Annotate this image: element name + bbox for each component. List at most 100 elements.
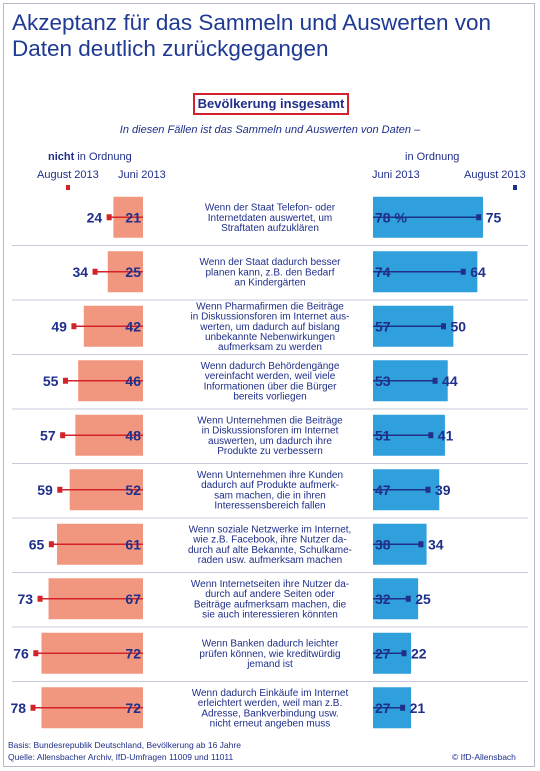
label-not-ok-august: 59 [37,482,53,498]
label-ok-august: 75 [486,209,502,225]
category-label: wie z.B. Facebook, ihre Nutzer da- [192,535,346,546]
category-label: Straftaten aufzuklären [221,223,319,234]
marker-ok-august [476,214,482,221]
category-label: durch auf andere Seiten oder [205,589,335,600]
label-ok-august: 34 [428,536,444,552]
marker-ok-august [418,541,424,548]
marker-not-ok-august [106,214,112,221]
header-not-ok-rest: in Ordnung [74,151,132,163]
label-not-ok-juni: 67 [125,591,141,607]
marker-ok-august [405,595,411,602]
label-not-ok-august: 73 [17,591,33,607]
category-label: Wenn Unternehmen die Beiträge [197,415,343,426]
subtitle-box: Bevölkerung insgesamt [193,93,349,115]
label-ok-juni: 53 [375,373,391,389]
footer-source: Quelle: Allensbacher Archiv, IfD-Umfrage… [8,752,234,762]
label-not-ok-juni: 21 [125,209,141,225]
category-label: auswerten, um dadurch ihre [208,436,332,447]
marker-not-ok-august [62,377,68,384]
legend-left-juni: Juni 2013 [118,169,166,181]
category-label: Wenn Internetseiten ihre Nutzer da- [191,579,349,590]
category-label: Produkte zu verbessern [217,446,323,457]
category-label: Beiträge aufmerksam machen, die [194,599,347,610]
label-not-ok-juni: 52 [125,482,141,498]
marker-not-ok-august [92,268,98,275]
header-not-ok: nicht in Ordnung [48,151,132,163]
label-not-ok-juni: 72 [125,645,141,661]
category-label: durch auf alte Bekannte, Schulkame- [188,545,352,556]
category-label: unbekannte Nebenwirkungen [205,332,335,343]
label-not-ok-august: 57 [40,427,56,443]
category-label: Wenn Unternehmen ihre Kunden [197,470,343,481]
category-label: aufmerksam zu werden [218,342,322,353]
category-label: Informationen über die Bürger [204,381,338,392]
label-not-ok-august: 76 [13,645,29,661]
marker-not-ok-august [30,704,36,711]
label-not-ok-juni: 42 [125,318,141,334]
marker-not-ok-august [48,541,54,548]
category-label: Adresse, Bankverbindung usw. [201,708,338,719]
label-ok-august: 50 [451,318,467,334]
category-label: an Kindergärten [234,277,305,288]
marker-not-ok-august [71,323,77,330]
label-ok-august: 44 [442,373,458,389]
legend-red-marker [66,185,70,190]
category-label: nicht erneut angeben muss [210,719,331,730]
label-not-ok-august: 24 [87,209,103,225]
marker-ok-august [460,268,466,275]
category-label: Wenn Banken dadurch leichter [202,639,339,650]
label-ok-juni: 47 [375,482,391,498]
legend-right-juni: Juni 2013 [372,169,420,181]
legend-left-august: August 2013 [37,169,99,181]
category-label: Wenn der Staat dadurch besser [199,257,341,268]
category-label: Wenn soziale Netzwerke im Internet, [189,524,352,535]
marker-not-ok-august [60,432,66,439]
category-label: vereinfacht werden, weil viele [205,371,336,382]
category-label: sie auch interessieren könnten [202,610,338,621]
label-not-ok-august: 65 [29,536,45,552]
category-label: prüfen können, wie kreditwürdig [199,649,340,660]
category-label: Interessensbereich fallen [214,501,325,512]
label-not-ok-juni: 46 [125,373,141,389]
label-ok-juni: 38 [375,536,391,552]
footer-basis: Basis: Bundesrepublik Deutschland, Bevöl… [8,740,241,750]
label-ok-august: 39 [435,482,451,498]
chart-title: Akzeptanz für das Sammeln und Auswerten … [12,10,492,61]
category-label: dadurch auf Produkte aufmerk- [201,480,339,491]
marker-ok-august [441,323,446,330]
header-not-ok-bold: nicht [48,151,75,163]
label-not-ok-juni: 48 [125,427,141,443]
marker-ok-august [425,486,431,493]
label-ok-august: 22 [411,645,427,661]
category-label: Internetdaten auswertet, um [208,213,333,224]
label-ok-august: 64 [470,264,486,280]
category-label: bereits vorliegen [233,392,306,403]
marker-ok-august [401,650,407,657]
label-ok-juni: 32 [375,591,391,607]
chart-frame [3,3,535,767]
label-ok-juni: 27 [375,645,391,661]
marker-not-ok-august [37,595,43,602]
legend-blue-marker [513,185,517,190]
label-ok-august: 21 [410,700,426,716]
header-ok: in Ordnung [405,151,460,163]
category-label: Wenn dadurch Behördengänge [201,361,340,372]
marker-not-ok-august [57,486,63,493]
question-text: In diesen Fällen ist das Sammeln und Aus… [119,124,421,136]
label-ok-juni: 78 % [375,209,407,225]
category-label: in Diskussionsforen im Internet aus- [191,312,350,323]
marker-not-ok-august [33,650,39,657]
label-ok-juni: 74 [375,264,391,280]
marker-ok-august [400,704,406,711]
label-ok-juni: 57 [375,318,391,334]
category-label: erleichtert werden, weil man z.B. [198,698,343,709]
category-label: raden usw. aufmerksam machen [198,555,343,566]
label-not-ok-august: 49 [51,318,67,334]
label-not-ok-august: 78 [10,700,26,716]
category-label: jemand ist [246,659,293,670]
marker-ok-august [428,432,434,439]
category-label: werten, um dadurch auf bislang [199,322,340,333]
label-not-ok-juni: 72 [125,700,141,716]
legend-right-august: August 2013 [464,169,526,181]
label-not-ok-juni: 61 [125,536,141,552]
